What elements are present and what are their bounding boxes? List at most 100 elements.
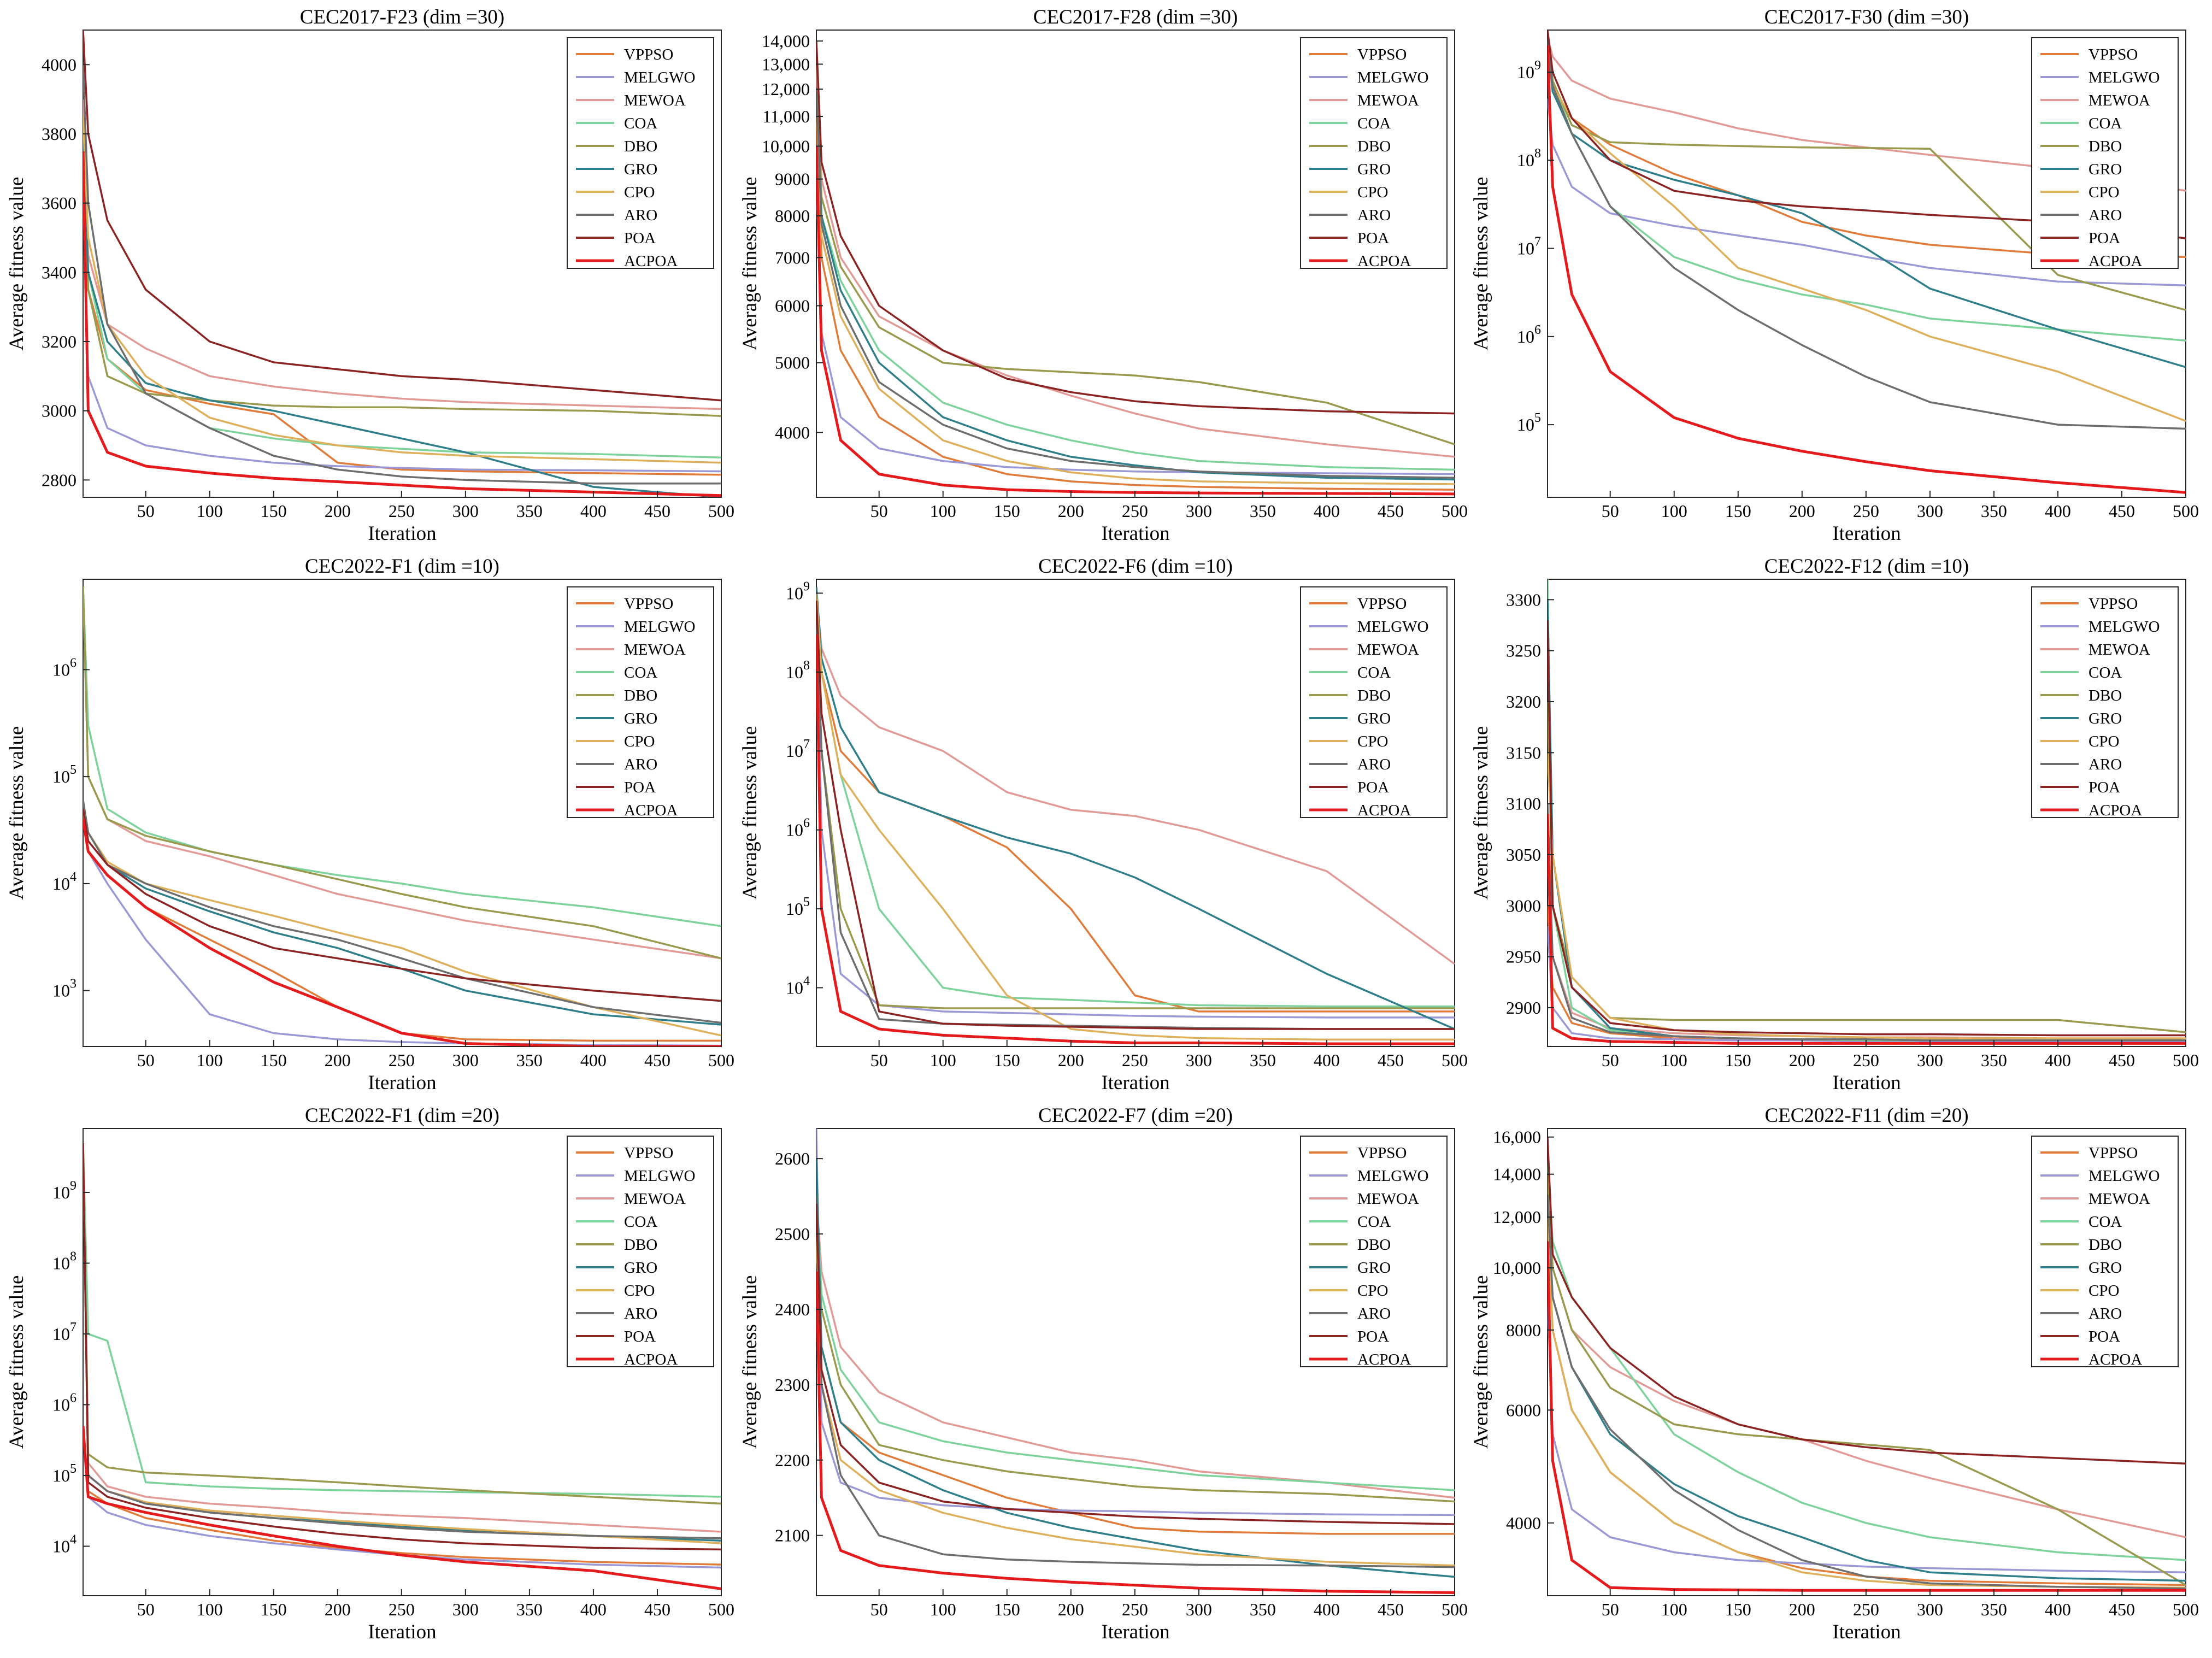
y-tick-label: 104 [52,870,77,893]
y-axis-label: Average fitness value [1470,726,1492,900]
legend-label: POA [624,1328,656,1345]
x-tick-label: 500 [2173,1600,2199,1619]
legend-label: MEWOA [2089,641,2150,659]
x-axis-label: Iteration [1832,1072,1901,1094]
x-tick-label: 400 [580,1050,607,1070]
y-tick-label: 109 [1517,58,1541,82]
x-tick-label: 150 [261,501,287,521]
x-tick-label: 150 [994,1050,1020,1070]
y-tick-label: 106 [52,1391,77,1414]
legend-label: CPO [1357,1282,1388,1300]
y-tick-label: 2500 [775,1224,810,1244]
series-line-dbo [816,601,1455,1009]
x-tick-label: 300 [1186,1600,1212,1619]
legend-label: DBO [2089,687,2122,704]
series-line-acpoa [816,1271,1455,1594]
x-tick-label: 400 [1314,1050,1340,1070]
x-tick-label: 300 [1917,501,1943,521]
series-line-acpoa [83,819,721,1046]
series-line-poa [816,1203,1455,1525]
legend-label: ACPOA [1357,1351,1411,1368]
series-line-acpoa [816,146,1455,496]
series-line-acpoa [816,634,1455,1045]
y-tick-label: 10,000 [762,136,810,156]
x-tick-label: 250 [389,1050,415,1070]
x-tick-label: 450 [644,501,670,521]
legend-label: ACPOA [2089,802,2142,819]
x-tick-label: 100 [197,1050,223,1070]
legend-label: GRO [2089,161,2122,178]
series-line-aro [1548,803,2186,1042]
y-tick-label: 16,000 [1493,1127,1541,1147]
y-tick-label: 2900 [1506,998,1541,1018]
y-tick-label: 103 [52,977,77,1001]
series-line-vppso [816,116,1455,491]
y-tick-label: 3100 [1506,794,1541,814]
legend-label: MELGWO [624,1167,695,1185]
series-line-aro [83,1143,721,1539]
legend-label: DBO [624,1236,657,1254]
series-line-mewoa [1548,37,2186,192]
y-tick-label: 3200 [42,332,77,351]
x-tick-label: 350 [1250,501,1276,521]
y-tick-label: 104 [786,974,810,997]
legend-label: CPO [624,733,655,750]
series-line-poa [816,41,1455,415]
series-line-acpoa [83,1426,721,1590]
x-tick-label: 50 [137,501,155,521]
x-tick-label: 200 [325,1600,351,1619]
subplot-5: 50 100 150 200 250 300 350 400 450 500 104 105 106 10… [739,555,1468,1094]
legend: VPPSO MELGWO MEWOA COA DBO GRO CPO ARO POA ACPOA [2031,586,2179,819]
legend-label: POA [1357,230,1389,247]
x-tick-label: 350 [516,501,543,521]
subplot-7: 50 100 150 200 250 300 350 400 450 500 104 105 106 10… [5,1104,734,1643]
legend-label: GRO [2089,710,2122,727]
y-tick-label: 8000 [1506,1320,1541,1340]
legend-label: MEWOA [624,641,686,659]
x-tick-label: 50 [870,501,888,521]
legend-label: MELGWO [2089,69,2160,86]
legend-label: COA [2089,115,2122,132]
x-tick-label: 150 [994,501,1020,521]
chart-title: CEC2022-F1 (dim =20) [305,1104,499,1127]
y-tick-label: 2600 [775,1149,810,1168]
y-tick-label: 13,000 [762,54,810,74]
x-axis-label: Iteration [1832,522,1901,545]
series-line-poa [83,1143,721,1551]
legend-label: VPPSO [624,1144,673,1162]
series-line-cpo [1548,37,2186,422]
y-tick-label: 11,000 [762,107,810,126]
subplot-1: 50 100 150 200 250 300 350 400 450 500 2800 3000 320… [5,6,734,545]
legend-label: MELGWO [624,69,695,86]
series-line-aro [816,89,1455,479]
subplot-4: 50 100 150 200 250 300 350 400 450 500 103 104 105 10… [5,555,734,1094]
x-tick-label: 400 [2045,1600,2071,1619]
series-line-gro [83,133,721,497]
legend-label: ACPOA [1357,252,1411,270]
legend-label: ARO [1357,207,1391,224]
series-line-dbo [816,89,1455,445]
legend-label: COA [624,1213,657,1231]
x-tick-label: 500 [2173,1050,2199,1070]
series-line-gro [816,586,1455,1030]
legend: VPPSO MELGWO MEWOA COA DBO GRO CPO ARO POA ACPOA [567,586,714,819]
series-line-mewoa [816,593,1455,965]
legend-label: POA [624,230,656,247]
legend-label: ACPOA [2089,1351,2142,1368]
legend-label: CPO [2089,184,2119,201]
series-line-cpo [1548,752,2186,1039]
y-tick-label: 106 [52,656,77,679]
y-tick-label: 3000 [42,401,77,421]
legend-label: GRO [1357,1259,1391,1277]
y-axis-label: Average fitness value [739,1275,761,1449]
x-tick-label: 250 [1122,1600,1148,1619]
y-tick-label: 7000 [775,248,810,267]
x-tick-label: 500 [708,1600,734,1619]
legend-label: CPO [624,1282,655,1300]
x-tick-label: 400 [2045,1050,2071,1070]
legend-label: VPPSO [2089,1144,2138,1162]
legend-label: MEWOA [624,92,686,109]
legend: VPPSO MELGWO MEWOA COA DBO GRO CPO ARO POA ACPOA [1300,37,1448,270]
x-tick-label: 450 [2109,1600,2135,1619]
x-tick-label: 400 [580,1600,607,1619]
